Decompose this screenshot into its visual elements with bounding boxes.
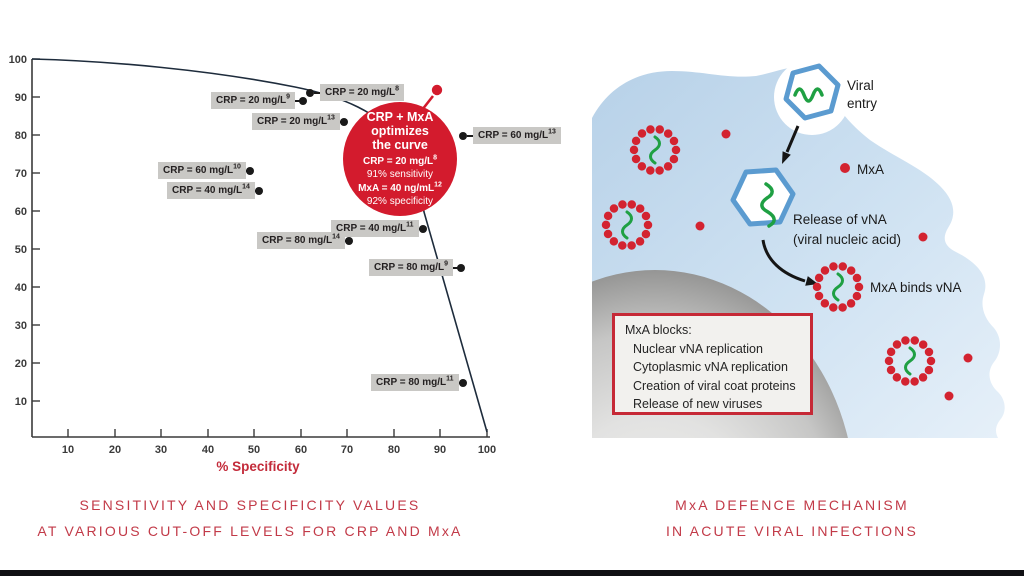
- chart-axes: [31, 59, 490, 438]
- roc-chart-panel: 100 90 80 70 60 50 40 30 20 10 10: [0, 0, 570, 480]
- optimal-combination-badge: CRP + MxA optimizes the curve CRP = 20 m…: [343, 102, 457, 216]
- entry-arrow: [782, 125, 800, 164]
- badge-title-line: the curve: [372, 138, 428, 153]
- mxa-blocks-item: Cytoplasmic vNA replication: [633, 360, 788, 375]
- y-axis-labels: 100 90 80 70 60 50 40 30 20 10: [9, 54, 27, 408]
- badge-mxa-cutoff: MxA = 40 ng/mL12: [358, 181, 442, 194]
- y-axis-ticks: [32, 58, 40, 402]
- vna-release-squiggle: [760, 182, 776, 228]
- mxa-ring: [884, 335, 936, 387]
- viral-entry-label-line2: entry: [847, 96, 877, 111]
- virus-release-icon: [730, 167, 796, 228]
- svg-text:60: 60: [295, 444, 307, 456]
- x-axis-title: % Specificity: [216, 459, 300, 474]
- svg-text:50: 50: [15, 244, 27, 256]
- vna-squiggle: [793, 87, 824, 103]
- mxa-blocks-item: Creation of viral coat proteins: [633, 378, 796, 393]
- left-caption-line1: SENSITIVITY AND SPECIFICITY VALUES: [79, 497, 421, 513]
- svg-text:10: 10: [15, 396, 27, 408]
- mxa-vna-complexes: [601, 124, 936, 387]
- virus-entry-icon: [783, 63, 841, 121]
- cutoff-label-crp60-10: CRP = 60 mg/L10: [158, 162, 246, 179]
- mxa-blocks-item: Release of new viruses: [633, 397, 763, 412]
- badge-sensitivity: 91% sensitivity: [366, 169, 434, 181]
- svg-text:60: 60: [15, 206, 27, 218]
- bottom-edge-bar: [0, 570, 1024, 576]
- right-caption-line2: IN ACUTE VIRAL INFECTIONS: [665, 523, 919, 539]
- svg-text:40: 40: [202, 444, 214, 456]
- right-caption: MxA DEFENCE MECHANISM IN ACUTE VIRAL INF…: [560, 492, 1024, 544]
- mxa-ring: [812, 261, 864, 313]
- left-caption: SENSITIVITY AND SPECIFICITY VALUES AT VA…: [0, 492, 500, 544]
- svg-text:80: 80: [388, 444, 400, 456]
- cutoff-label-crp80-9: CRP = 80 mg/L9: [369, 259, 454, 276]
- svg-text:10: 10: [62, 444, 74, 456]
- mxa-blocks-item: Nuclear vNA replication: [633, 341, 763, 356]
- release-label-line1: Release of vNA: [793, 212, 887, 227]
- mxa-blocks-box: MxA blocks: Nuclear vNA replication Cyto…: [612, 313, 813, 415]
- data-points: [246, 89, 467, 387]
- svg-text:90: 90: [434, 444, 446, 456]
- cutoff-label-crp80-11: CRP = 80 mg/L11: [371, 374, 459, 391]
- cutoff-label-crp40-11: CRP = 40 mg/L11: [331, 220, 419, 237]
- badge-crp-cutoff: CRP = 20 mg/L8: [362, 154, 438, 168]
- svg-text:100: 100: [9, 54, 27, 66]
- cutoff-label-crp80-14: CRP = 80 mg/L14: [257, 232, 345, 249]
- mxa-ring: [601, 199, 653, 251]
- svg-text:40: 40: [15, 282, 27, 294]
- free-mxa-dots: [695, 129, 973, 401]
- badge-title-line: optimizes: [371, 124, 429, 139]
- svg-text:30: 30: [155, 444, 167, 456]
- mxa-binds-label: MxA binds vNA: [870, 280, 962, 295]
- x-axis-ticks: [67, 429, 488, 437]
- mxa-mechanism-panel: Viral entry MxA Release of vNA (viral nu…: [560, 0, 1024, 480]
- mxa-ring: [629, 124, 681, 176]
- svg-text:90: 90: [15, 92, 27, 104]
- right-caption-line1: MxA DEFENCE MECHANISM: [675, 497, 909, 513]
- cutoff-label-crp20-13: CRP = 20 mg/L13: [252, 113, 340, 130]
- badge-specificity: 92% specificity: [366, 195, 434, 207]
- svg-text:20: 20: [15, 358, 27, 370]
- cutoff-label-crp40-14: CRP = 40 mg/L14: [167, 182, 255, 199]
- x-axis-labels: 10 20 30 40 50 60 70 80 90 100: [62, 444, 496, 456]
- svg-text:30: 30: [15, 320, 27, 332]
- mxa-blocks-title: MxA blocks:: [625, 323, 692, 337]
- svg-text:20: 20: [109, 444, 121, 456]
- svg-text:50: 50: [248, 444, 260, 456]
- badge-title-line: CRP + MxA: [366, 110, 434, 125]
- svg-text:100: 100: [478, 444, 496, 456]
- svg-text:70: 70: [15, 168, 27, 180]
- left-caption-line2: AT VARIOUS CUT-OFF LEVELS FOR CRP AND Mx…: [37, 523, 463, 539]
- svg-text:70: 70: [341, 444, 353, 456]
- cutoff-label-crp20-9: CRP = 20 mg/L9: [211, 92, 296, 109]
- svg-text:80: 80: [15, 130, 27, 142]
- cutoff-label-crp20-8: CRP = 20 mg/L8: [320, 84, 405, 101]
- cutoff-label-crp60-13: CRP = 60 mg/L13: [473, 127, 561, 144]
- viral-entry-label-line1: Viral: [847, 78, 874, 93]
- release-label-line2: (viral nucleic acid): [793, 232, 901, 247]
- mxa-label: MxA: [857, 162, 884, 177]
